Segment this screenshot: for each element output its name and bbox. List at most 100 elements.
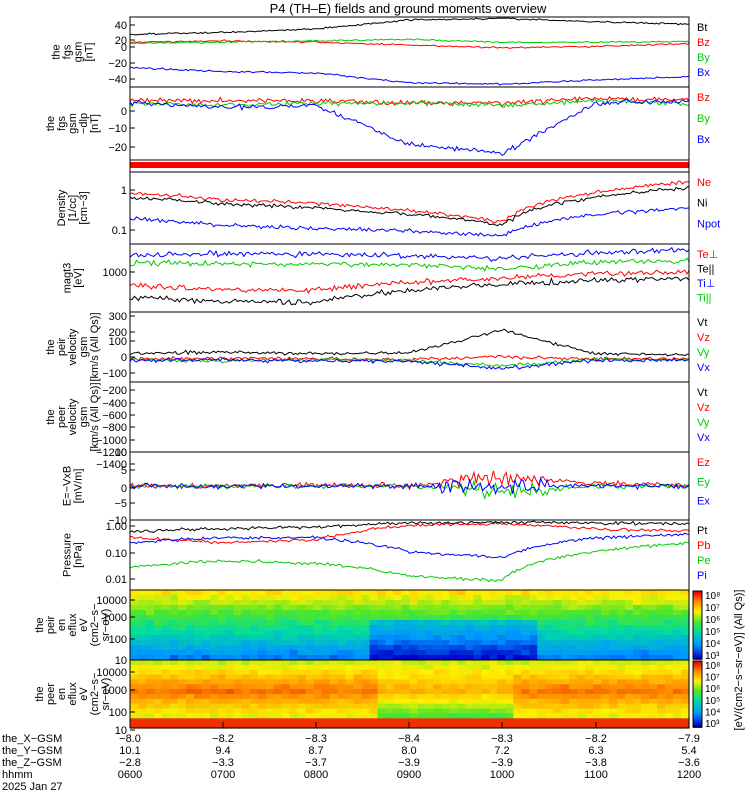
efield-tick-label: 5 [121,465,127,477]
peerspec-cell [241,689,251,695]
peirspec-cell [481,595,490,601]
peerspec-cell [633,703,642,710]
peerspec-cell [161,669,171,676]
peirspec-cell [569,645,578,651]
peerspec-cell [169,713,179,719]
peerspec-cell [313,718,323,724]
peerspec-cell [617,664,626,671]
peirspec-cell [321,595,331,601]
peirspec-cell [305,600,315,606]
peirspec-cell [289,615,299,621]
peirspec-cell [353,590,363,596]
peerspec-cell [345,708,355,715]
pressure-legend-pe: Pe [697,555,710,567]
peerspec-cell [537,679,546,685]
peerspec-cell [505,694,514,700]
pressure-tick-label: 0.10 [106,548,127,560]
peerspec-cell [161,674,171,681]
peirspec-cell [146,600,155,606]
peirspec-cell [337,630,347,636]
peirspec-cell [289,610,299,616]
peirspec-cell [585,595,594,601]
peirspec-cell [409,590,419,596]
peirspec-cell [561,625,570,631]
peirspec-cell [561,640,570,646]
peerspec-cell [161,684,171,690]
temp-legend-te: Te|| [697,264,714,276]
peirspec-cell [265,605,275,611]
peirspec-cell [257,590,267,596]
peirspec-cell [385,595,395,601]
peirspec-cell [193,615,203,621]
peerspec-cell [569,708,578,715]
peirspec-cell [457,590,466,596]
peirspec-cell [649,650,658,656]
peirspec-cell [489,595,498,601]
axis-row-value: −3.8 [585,757,607,769]
peirspec-cell [617,605,626,611]
pressure-line-pe [129,541,690,583]
peerspec-cell [601,669,610,676]
peirspec-cell [289,625,299,631]
fgs1-ylabel: gsm [73,42,85,63]
peirspec-tick-label: 10000 [96,595,127,607]
peerspec-cell [377,679,387,685]
peerspec-cell [233,660,243,666]
peerspec-cell [169,669,179,676]
peirspec-cell [361,600,371,606]
peerspec-cell [169,703,179,710]
peerspec-cell [273,718,283,724]
peirspec-cell [513,605,522,611]
peerspec-cell [161,664,171,671]
peerspec-cell [146,703,155,710]
peerspec-cell [225,708,235,715]
fgs1-line-bx [129,66,690,86]
peerspec-cell [273,689,283,695]
peerspec-cell [329,703,339,710]
peerspec-cell [305,694,315,700]
efield-ylabel: [mV/m] [73,469,85,504]
peirspec-cell [489,635,498,641]
peerspec-cell [545,708,554,715]
colorbar-step [693,635,702,638]
peirspec-cell [641,590,650,596]
peirspec-cell [609,620,618,626]
peerspec-cell [217,660,227,666]
peerspec-cell [489,703,498,710]
peerspec-cell [185,698,195,705]
peerspec-cell [649,674,658,681]
peerspec-cell [617,723,626,729]
peirspec-cell [529,595,538,601]
peirspec-cell [473,595,482,601]
peirspec-cell [169,590,179,596]
peerspec-cell [305,723,315,729]
peerspec-cell [297,708,307,715]
peirspec-cell [537,605,546,611]
peirspec-cell [505,645,514,651]
peerspec-cell [441,679,450,685]
peerspec-cell [265,723,275,729]
peerspec-cell [177,718,187,724]
peirspec-cell [649,655,658,661]
peerspec-cell [537,703,546,710]
fgs2-line-bx [129,98,690,157]
peirspec-cell [209,600,219,606]
peirspec-cell [513,615,522,621]
peirspec-cell [289,590,299,596]
peirspec-cell [521,600,530,606]
peirspec-cell [441,640,450,646]
peerspec-cell [481,660,490,666]
peerspec-cell [209,698,219,705]
peerspec-cells [130,660,690,729]
density-line-ni [129,185,690,227]
peirspec-cell [409,645,419,651]
peerspec-cell [601,674,610,681]
peirspec-cell [297,640,307,646]
fgs2-line-bz [129,96,690,108]
axis-row-label: the_Z−GSM [2,757,62,769]
peerspec-cell [537,689,546,695]
peerspec-cell [665,689,674,695]
peerspec-cell [297,723,307,729]
peerspec-cell [305,674,315,681]
